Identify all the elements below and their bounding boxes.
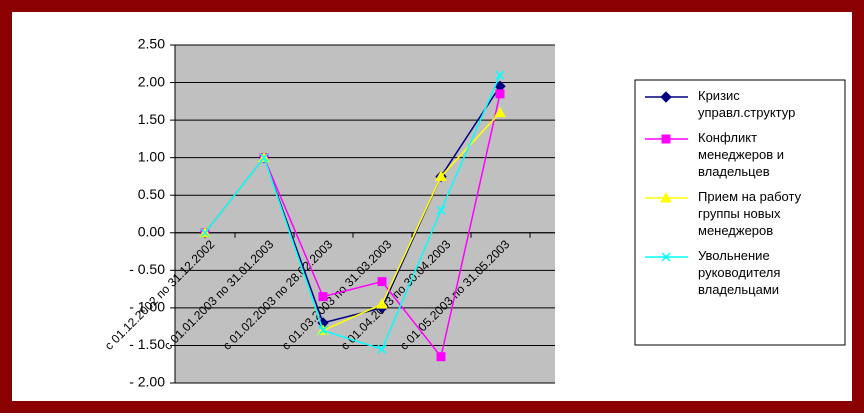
marker: [495, 70, 505, 80]
marker: [377, 344, 387, 354]
plot-area: [175, 45, 555, 383]
marker: [495, 89, 505, 99]
marker: [494, 106, 506, 118]
marker: [660, 191, 672, 203]
legend-box: [634, 79, 846, 346]
marker: [318, 325, 328, 335]
legend-label: Конфликт менеджеров и владельцев: [698, 130, 784, 179]
marker: [200, 228, 210, 238]
y-tick-label: 0.50: [138, 186, 165, 202]
y-tick-label: - 1.50: [129, 336, 165, 352]
y-tick-label: 2.50: [138, 36, 165, 52]
series-line: [204, 74, 501, 351]
y-tick-label: 1.50: [138, 111, 165, 127]
legend-label: Кризис управл.структур: [698, 88, 795, 120]
marker: [661, 252, 671, 262]
y-tick-label: 1.00: [138, 148, 165, 164]
marker: [377, 277, 387, 287]
marker: [318, 292, 328, 302]
y-tick-label: - 0.50: [129, 261, 165, 277]
y-tick-label: 0.00: [138, 223, 165, 239]
marker: [376, 298, 388, 309]
legend-label: Прием на работу группы новых менеджеров: [698, 189, 802, 238]
marker: [661, 134, 671, 144]
marker: [436, 205, 446, 215]
y-tick-label: - 1.00: [129, 299, 165, 315]
marker: [435, 170, 447, 181]
marker: [259, 153, 269, 163]
marker: [436, 352, 446, 362]
marker: [660, 91, 672, 103]
y-tick-label: - 2.00: [129, 374, 165, 390]
y-tick-label: 2.00: [138, 73, 165, 89]
legend-label: Увольнение руководителя владельцами: [698, 248, 780, 297]
